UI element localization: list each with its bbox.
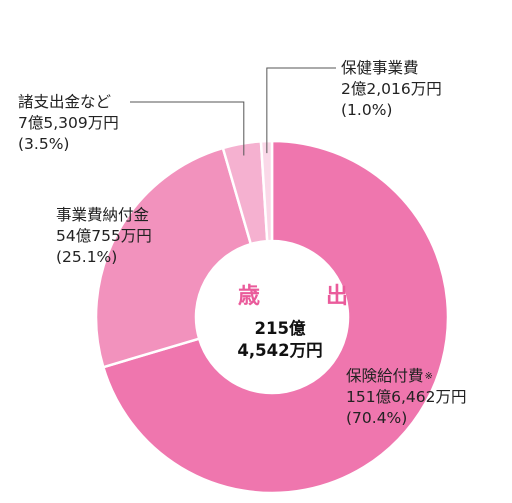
slice-label-amount: 54億755万円 — [56, 227, 152, 245]
slice-label-percent: (70.4%) — [346, 409, 408, 427]
donut-slices — [94, 139, 450, 495]
slice-label-name: 保健事業費 — [341, 59, 419, 77]
slice-label-percent: (1.0%) — [341, 101, 393, 119]
slice-label-business-contribution: 事業費納付金 54億755万円 (25.1%) — [56, 205, 152, 268]
slice-label-percent: (25.1%) — [56, 248, 118, 266]
leader-lines — [130, 67, 336, 156]
slice-label-other-expenses: 諸支出金など 7億5,309万円 (3.5%) — [18, 92, 119, 155]
slice-label-percent: (3.5%) — [18, 135, 70, 153]
slice-label-name: 事業費納付金 — [56, 206, 150, 224]
center-total-line2: 4,542万円 — [237, 341, 323, 360]
leader-line-other-expenses — [130, 101, 245, 156]
center-total-line1: 215億 — [254, 319, 306, 338]
slice-label-name: 諸支出金など — [18, 93, 112, 111]
slice-label-name: 保険給付費 — [346, 367, 424, 385]
center-total: 215億 4,542万円 — [226, 318, 334, 362]
slice-label-name-row: 保険給付費※ — [346, 366, 466, 387]
slice-label-amount: 151億6,462万円 — [346, 388, 467, 406]
leader-line-health-services — [266, 67, 336, 154]
donut-slice-insurance-benefits — [101, 139, 450, 495]
slice-label-health-services: 保健事業費 2億2,016万円 (1.0%) — [341, 58, 442, 121]
slice-label-insurance-benefits: 保険給付費※ 151億6,462万円 (70.4%) — [346, 366, 466, 429]
footnote-mark: ※ — [424, 371, 433, 382]
donut-slice-business-contribution — [94, 146, 253, 369]
donut-slice-health-services — [259, 139, 274, 243]
slice-label-amount: 7億5,309万円 — [18, 114, 119, 132]
center-title: 歳 出 — [238, 284, 371, 309]
slice-label-amount: 2億2,016万円 — [341, 80, 442, 98]
